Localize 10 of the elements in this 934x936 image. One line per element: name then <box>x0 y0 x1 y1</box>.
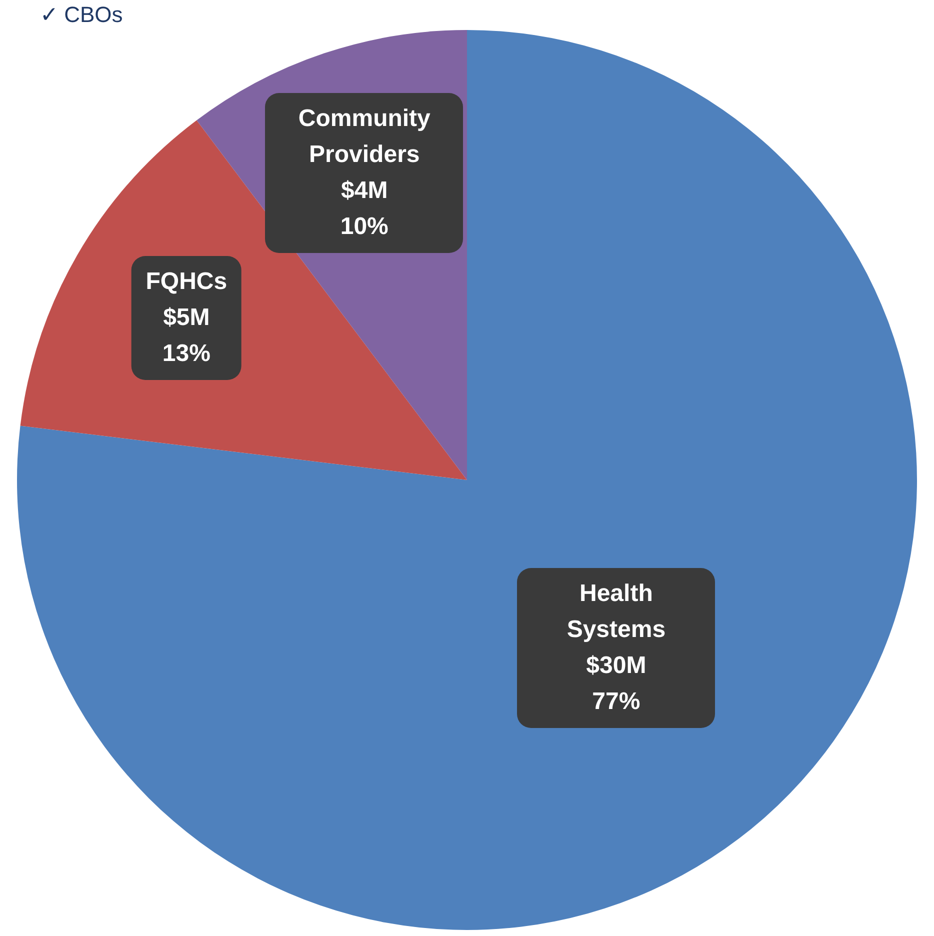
data-label: $5M <box>162 303 211 333</box>
text: 10% <box>340 212 388 240</box>
text: ✓ CBOs <box>40 2 123 28</box>
data-label: $30M <box>585 651 648 682</box>
data-label: $4M <box>340 176 389 206</box>
text: 13% <box>162 340 210 367</box>
slice-label: Health Systems <box>566 579 667 646</box>
slice-label: FQHCs <box>146 267 228 297</box>
text: 77% <box>592 688 640 716</box>
slice-label: Community Providers <box>297 104 432 170</box>
